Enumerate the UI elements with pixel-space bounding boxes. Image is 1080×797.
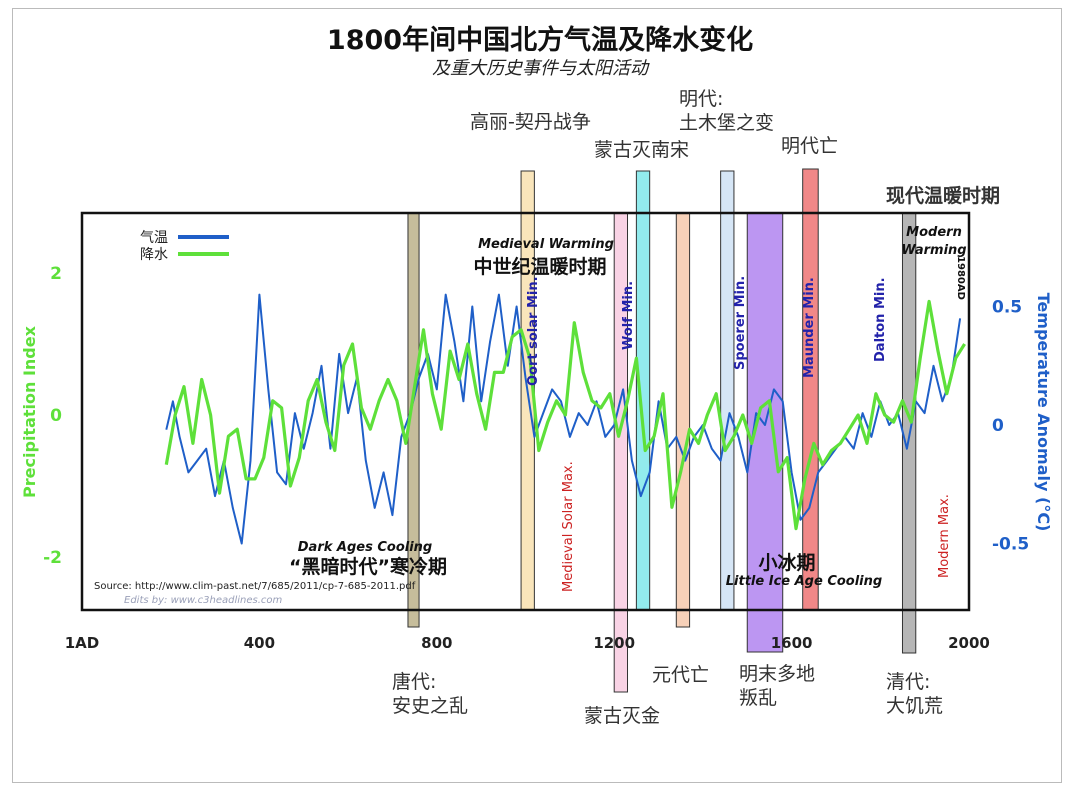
credit-note: Edits by: www.c3headlines.com xyxy=(124,595,283,606)
period-band xyxy=(675,212,691,628)
solar-activity-label: Maunder Min. xyxy=(802,277,817,378)
solar-activity-label: Wolf Min. xyxy=(621,281,636,350)
page-title: 1800年间中国北方气温及降水变化 xyxy=(326,25,754,56)
band-top-label: 蒙古灭南宋 xyxy=(594,139,689,161)
chart-annotation: Little Ice Age Cooling xyxy=(726,574,882,589)
band-bottom-label: 大饥荒 xyxy=(886,695,943,717)
x-tick-label: 400 xyxy=(244,634,275,652)
solar-activity-label: Spoerer Min. xyxy=(733,276,748,370)
chart-annotation: 小冰期 xyxy=(758,551,815,574)
left-tick-label: 2 xyxy=(50,264,62,284)
left-tick-label: -2 xyxy=(43,548,62,568)
x-tick-label: 800 xyxy=(421,634,452,652)
left-tick-label: 0 xyxy=(50,406,62,426)
figure-frame xyxy=(12,8,1062,783)
left-axis-label: Precipitation Index xyxy=(20,325,39,498)
solar-activity-label: Modern Max. xyxy=(937,494,952,578)
period-band xyxy=(802,168,819,611)
band-bottom-label: 明末多地 xyxy=(739,663,815,685)
chart-annotation: “黑暗时代”寒冷期 xyxy=(289,555,447,578)
axis-layer: 1AD 400 800 1200 1600 2000 2 0 -2 0.5 0 -0.5 Precipi… xyxy=(20,264,1053,652)
x-tick-label: 1200 xyxy=(593,634,635,652)
x-tick-label: 1AD xyxy=(65,634,100,652)
band-bottom-label: 叛乱 xyxy=(739,687,777,709)
band-top-label: 明代亡 xyxy=(781,135,838,157)
band-top-label: 现代温暖时期 xyxy=(886,184,1000,207)
chart-annotation: Warming xyxy=(901,243,966,258)
band-bottom-label: 元代亡 xyxy=(652,664,709,686)
chart-annotation: 1980AD xyxy=(955,256,966,300)
band-top-label: 高丽-契丹战争 xyxy=(470,111,591,133)
precipitation-series-line xyxy=(164,299,966,531)
band-bottom-label: 唐代: xyxy=(392,671,436,693)
chart-annotation: Modern xyxy=(906,225,962,240)
period-band xyxy=(720,170,735,611)
solar-activity-label: Medieval Solar Max. xyxy=(561,461,576,592)
right-tick-label: -0.5 xyxy=(992,535,1029,555)
legend-label-precipitation: 降水 xyxy=(140,247,168,263)
page-subtitle: 及重大历史事件与太阳活动 xyxy=(432,58,648,79)
series-layer xyxy=(164,293,966,545)
band-top-label: 明代: xyxy=(679,88,723,110)
solar-activity-label: Oort solar Min. xyxy=(526,276,541,386)
band-bottom-label: 蒙古灭金 xyxy=(584,705,660,727)
source-note: Source: http://www.clim-past.net/7/685/2… xyxy=(94,581,416,592)
right-tick-label: 0 xyxy=(992,416,1004,436)
chart-annotation: Dark Ages Cooling xyxy=(298,540,432,555)
solar-activity-label: Dalton Min. xyxy=(873,277,888,362)
chart-annotation: 中世纪温暖时期 xyxy=(473,255,606,278)
band-bottom-label: 清代: xyxy=(886,671,930,693)
temperature-series-line xyxy=(165,293,962,545)
x-tick-label: 2000 xyxy=(948,634,990,652)
right-axis-label: Temperature Anomaly (°C) xyxy=(1034,293,1053,532)
legend-label-temperature: 气温 xyxy=(140,230,168,246)
band-bottom-label: 安史之乱 xyxy=(392,695,468,717)
plot-area xyxy=(80,211,971,612)
x-tick-label: 1600 xyxy=(771,634,813,652)
chart-annotation: Medieval Warming xyxy=(478,237,614,252)
band-top-label: 土木堡之变 xyxy=(679,112,774,134)
right-tick-label: 0.5 xyxy=(992,298,1022,318)
